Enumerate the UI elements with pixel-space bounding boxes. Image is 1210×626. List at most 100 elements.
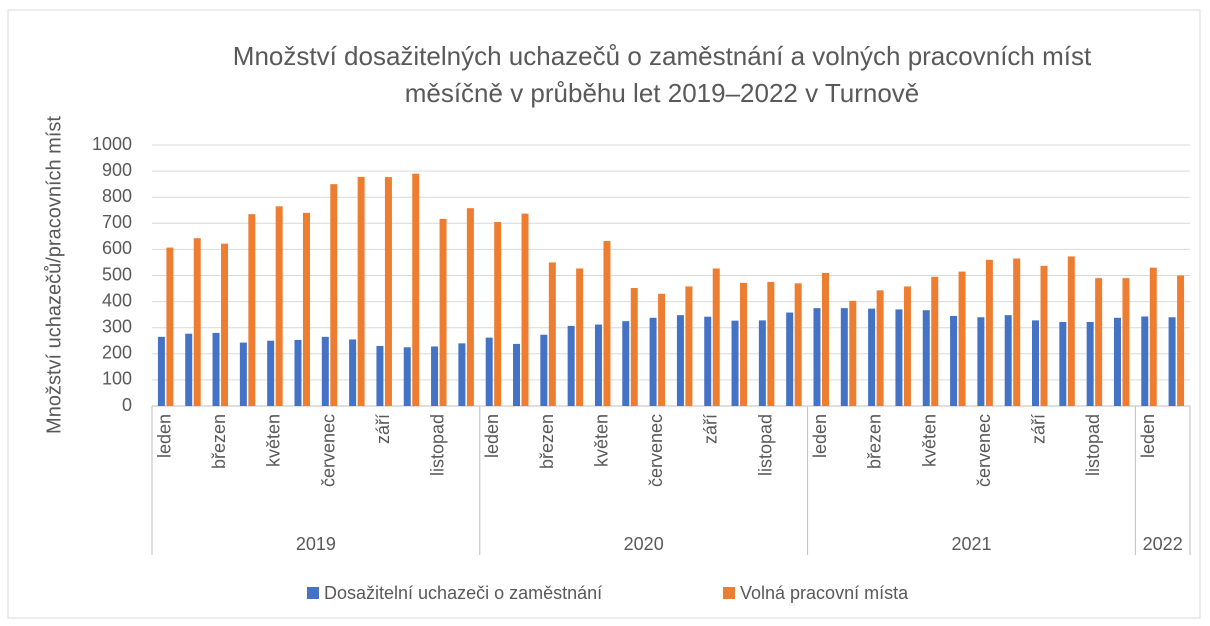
- bar: [403, 347, 411, 406]
- bar: [1113, 317, 1121, 406]
- bar: [412, 173, 420, 406]
- y-tick-label: 300: [102, 316, 132, 336]
- bar: [384, 177, 392, 406]
- bar: [704, 316, 712, 406]
- y-tick-label: 500: [102, 264, 132, 284]
- bar: [712, 268, 720, 406]
- bar: [622, 321, 630, 406]
- y-axis-label: Množství uchazečů/pracovních míst: [43, 116, 65, 434]
- y-tick-label: 100: [102, 369, 132, 389]
- x-tick-label: leden: [810, 414, 830, 458]
- bar: [977, 317, 985, 406]
- chart-title: Množství dosažitelných uchazečů o zaměst…: [233, 41, 1092, 71]
- bar: [740, 282, 748, 406]
- bar: [594, 324, 602, 406]
- x-tick-label: květen: [264, 414, 284, 467]
- bar: [1149, 267, 1157, 406]
- bar: [330, 184, 338, 406]
- chart-title: měsíčně v průběhu let 2019–2022 v Turnov…: [405, 78, 920, 108]
- bar: [950, 315, 958, 406]
- x-tick-label: červenec: [974, 414, 994, 487]
- bar: [540, 334, 548, 406]
- group-label: 2019: [296, 534, 336, 554]
- bar: [1032, 320, 1040, 406]
- legend-label: Volná pracovní místa: [740, 583, 909, 603]
- bar: [294, 339, 302, 406]
- bar: [321, 336, 329, 406]
- y-tick-label: 800: [102, 186, 132, 206]
- bar: [431, 346, 439, 406]
- bar: [658, 293, 666, 406]
- bar: [840, 308, 848, 406]
- x-tick-label: březen: [537, 414, 557, 469]
- bar: [157, 336, 165, 406]
- x-tick-label: březen: [865, 414, 885, 469]
- bar: [849, 300, 857, 406]
- bar: [267, 340, 275, 406]
- bar: [1168, 317, 1176, 406]
- x-tick-label: září: [701, 414, 721, 444]
- bar: [903, 286, 911, 406]
- x-tick-label: leden: [482, 414, 502, 458]
- x-tick-label: září: [1029, 414, 1049, 444]
- bar: [494, 221, 502, 406]
- bar: [821, 272, 829, 406]
- bar: [248, 214, 256, 406]
- bar: [212, 332, 220, 406]
- x-tick-label: květen: [591, 414, 611, 467]
- bar: [1177, 275, 1185, 406]
- bar: [1040, 265, 1048, 406]
- legend-swatch: [307, 587, 319, 599]
- x-tick-label: červenec: [318, 414, 338, 487]
- bar: [166, 247, 174, 406]
- bar: [1122, 278, 1130, 406]
- bar: [603, 241, 611, 406]
- y-tick-label: 700: [102, 212, 132, 232]
- bar: [357, 176, 365, 406]
- bar: [1067, 256, 1075, 406]
- bar: [548, 262, 556, 406]
- bar: [349, 339, 357, 406]
- bar: [576, 268, 584, 406]
- bar: [1086, 321, 1094, 406]
- bar: [767, 282, 775, 406]
- bar: [758, 320, 766, 406]
- bar: [731, 320, 739, 406]
- bar: [376, 345, 384, 406]
- legend-swatch: [723, 587, 735, 599]
- bar: [1095, 278, 1103, 406]
- legend-label: Dosažitelní uchazeči o zaměstnání: [324, 583, 602, 603]
- bar: [221, 243, 229, 406]
- y-tick-label: 0: [122, 395, 132, 415]
- bar: [466, 208, 474, 406]
- group-label: 2022: [1143, 534, 1183, 554]
- bar: [185, 333, 193, 406]
- x-tick-label: květen: [919, 414, 939, 467]
- y-tick-label: 900: [102, 160, 132, 180]
- bar: [895, 309, 903, 406]
- bar: [676, 315, 684, 406]
- x-tick-label: leden: [154, 414, 174, 458]
- bar: [193, 238, 201, 406]
- y-tick-label: 1000: [92, 134, 132, 154]
- bar: [1013, 258, 1021, 406]
- x-tick-label: červenec: [646, 414, 666, 487]
- bar: [302, 212, 310, 406]
- bar: [275, 206, 283, 406]
- bar: [931, 276, 939, 406]
- bar: [794, 283, 802, 406]
- bar: [958, 271, 966, 406]
- bar: [513, 343, 521, 406]
- x-tick-label: listopad: [1083, 414, 1103, 476]
- bar: [786, 312, 794, 406]
- bar: [868, 308, 876, 406]
- bar: [439, 218, 447, 406]
- y-tick-label: 400: [102, 290, 132, 310]
- y-tick-label: 600: [102, 238, 132, 258]
- bar: [985, 259, 993, 406]
- bar: [1059, 321, 1067, 406]
- group-label: 2020: [624, 534, 664, 554]
- bar: [521, 213, 529, 406]
- bar: [922, 310, 930, 406]
